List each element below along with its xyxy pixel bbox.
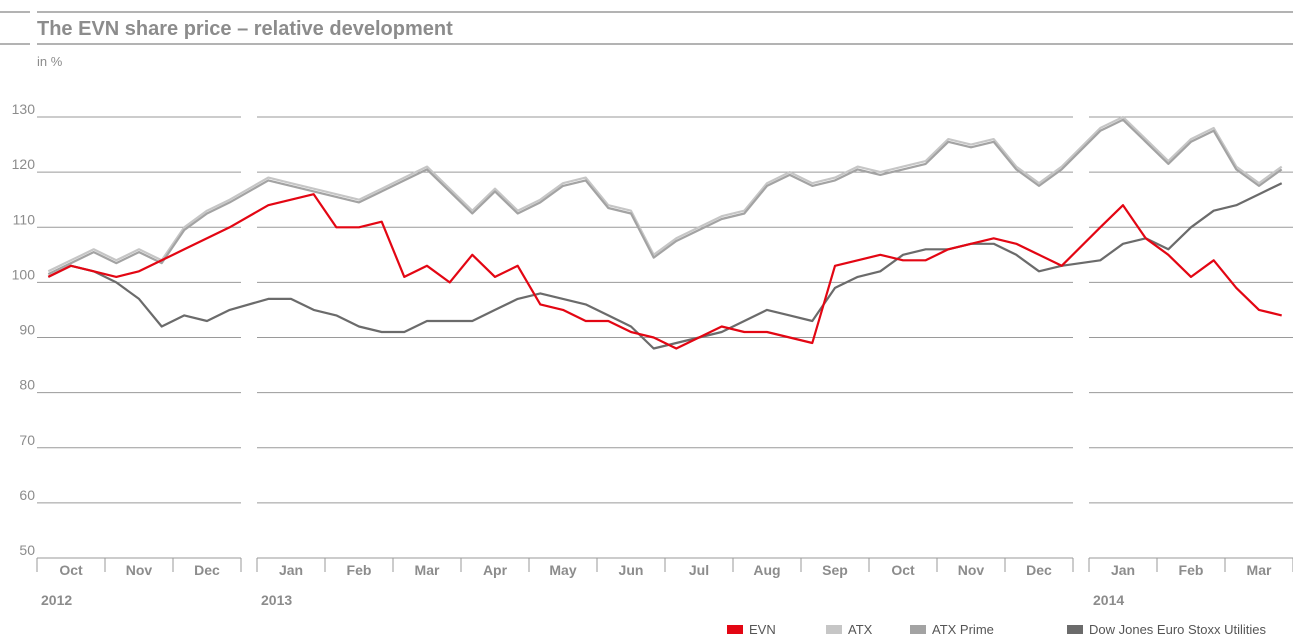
x-tick-label: Dec bbox=[194, 562, 220, 578]
x-tick-label: May bbox=[549, 562, 576, 578]
series-line bbox=[47, 193, 1282, 350]
y-tick-label: 130 bbox=[12, 101, 36, 117]
x-tick-label: Dec bbox=[1026, 562, 1052, 578]
series-line bbox=[47, 182, 1283, 350]
y-tick-label: 70 bbox=[19, 432, 35, 448]
x-tick-label: Sep bbox=[822, 562, 848, 578]
x-tick-label: Apr bbox=[483, 562, 508, 578]
year-label: 2014 bbox=[1093, 592, 1124, 608]
unit-label: in % bbox=[37, 54, 63, 69]
y-tick-label: 110 bbox=[13, 211, 36, 227]
chart-title: The EVN share price – relative developme… bbox=[37, 18, 453, 40]
x-tick-label: Oct bbox=[891, 562, 915, 578]
y-tick-label: 90 bbox=[19, 322, 35, 338]
x-tick-label: Oct bbox=[59, 562, 83, 578]
y-tick-label: 120 bbox=[12, 156, 36, 172]
legend-label: EVN bbox=[749, 622, 776, 637]
legend-label: ATX Prime bbox=[932, 622, 994, 637]
x-tick-label: Jun bbox=[619, 562, 644, 578]
x-tick-label: Mar bbox=[415, 562, 440, 578]
y-tick-label: 80 bbox=[19, 377, 35, 393]
x-tick-label: Feb bbox=[1179, 562, 1204, 578]
legend-swatch bbox=[826, 625, 842, 634]
year-label: 2012 bbox=[41, 592, 72, 608]
year-label: 2013 bbox=[261, 592, 292, 608]
legend-label: ATX bbox=[848, 622, 873, 637]
x-tick-label: Nov bbox=[126, 562, 153, 578]
x-tick-label: Jul bbox=[689, 562, 709, 578]
x-tick-label: Nov bbox=[958, 562, 985, 578]
y-tick-label: 100 bbox=[12, 266, 36, 282]
x-tick-label: Jan bbox=[279, 562, 303, 578]
x-tick-label: Aug bbox=[753, 562, 780, 578]
y-tick-label: 60 bbox=[19, 487, 35, 503]
legend-swatch bbox=[910, 625, 926, 634]
x-tick-label: Jan bbox=[1111, 562, 1135, 578]
x-tick-label: Feb bbox=[347, 562, 372, 578]
series-line bbox=[47, 118, 1283, 276]
legend-swatch bbox=[727, 625, 743, 634]
y-tick-label: 50 bbox=[19, 542, 35, 558]
legend-swatch bbox=[1067, 625, 1083, 634]
x-tick-label: Mar bbox=[1247, 562, 1272, 578]
legend-label: Dow Jones Euro Stoxx Utilities bbox=[1089, 622, 1267, 637]
series-line bbox=[47, 115, 1283, 273]
